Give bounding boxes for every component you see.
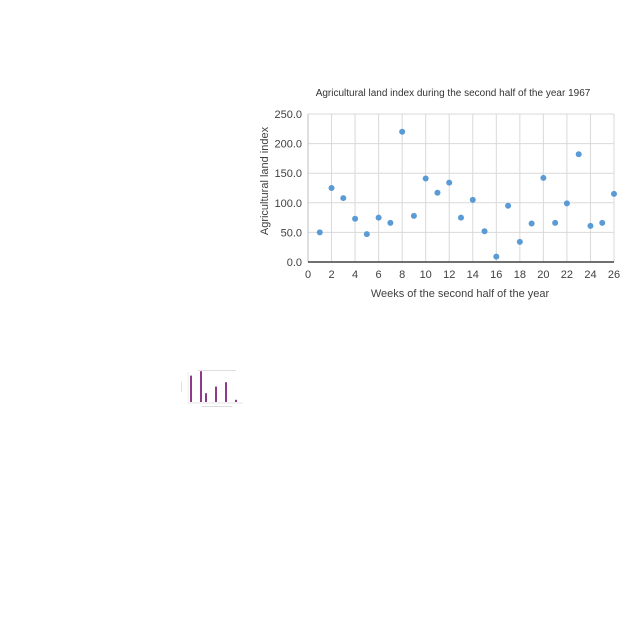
- y-axis-label: Agricultural land index: [259, 126, 271, 235]
- data-point: [493, 253, 500, 260]
- data-point: [611, 190, 617, 197]
- data-point: [328, 185, 335, 191]
- thumbnail-bar: [215, 386, 217, 402]
- data-point: [563, 200, 570, 207]
- x-tick-label: 22: [561, 269, 573, 281]
- y-tick-label: 250.0: [274, 109, 302, 121]
- x-tick-label: 2: [328, 269, 334, 281]
- x-tick-label: 6: [376, 269, 382, 281]
- thumbnail-bars: [190, 371, 237, 402]
- thumbnail-bar: [190, 375, 192, 402]
- x-tick-labels: 0 2 4 6 8 10 12 14 16 18 20 22 24 26: [305, 269, 620, 281]
- data-point: [575, 151, 582, 158]
- x-axis-label: Weeks of the second half of the year: [371, 288, 550, 300]
- x-tick-label: 16: [490, 269, 502, 281]
- data-point: [399, 128, 406, 135]
- data-point: [505, 202, 512, 209]
- y-tick-label: 50.0: [281, 227, 302, 239]
- data-point: [387, 219, 394, 226]
- data-point: [434, 189, 441, 196]
- data-point: [540, 174, 547, 181]
- data-point: [363, 231, 370, 238]
- data-point: [552, 219, 559, 226]
- x-tick-label: 0: [305, 269, 311, 281]
- data-point: [410, 212, 417, 219]
- x-tick-label: 8: [399, 269, 405, 281]
- thumbnail-bar: [225, 382, 227, 402]
- x-tick-label: 4: [352, 269, 358, 281]
- data-points: [316, 128, 617, 260]
- axes: [307, 114, 614, 263]
- x-tick-label: 14: [467, 269, 479, 281]
- data-point: [469, 196, 476, 203]
- x-tick-label: 20: [537, 269, 549, 281]
- data-point: [316, 229, 323, 236]
- data-point: [422, 175, 429, 182]
- data-point: [458, 214, 464, 221]
- x-tick-label: 18: [514, 269, 526, 281]
- data-point: [528, 220, 535, 227]
- x-tick-label: 24: [584, 269, 596, 281]
- y-tick-label: 200.0: [274, 139, 302, 151]
- y-tick-label: 100.0: [274, 198, 302, 210]
- x-tick-label: 10: [420, 269, 432, 281]
- data-point: [446, 179, 453, 186]
- data-point: [375, 214, 382, 221]
- x-tick-label: 12: [443, 269, 455, 281]
- y-tick-labels: 0.0 50.0 100.0 150.0 200.0 250.0: [274, 109, 302, 269]
- thumbnail-frame: [181, 370, 243, 407]
- thumbnail-bar: [200, 371, 202, 402]
- x-tick-label: 26: [608, 269, 620, 281]
- data-point: [516, 238, 523, 245]
- chart-title: Agricultural land index during the secon…: [316, 88, 591, 99]
- data-point: [340, 195, 347, 202]
- y-tick-label: 0.0: [287, 257, 302, 269]
- y-tick-label: 150.0: [274, 168, 302, 180]
- data-point: [352, 215, 359, 222]
- data-point: [599, 219, 606, 226]
- data-point: [481, 228, 488, 235]
- grid: [308, 113, 615, 262]
- thumbnail-bar: [205, 393, 207, 402]
- thumbnail-bar: [235, 399, 237, 402]
- data-point: [587, 222, 594, 229]
